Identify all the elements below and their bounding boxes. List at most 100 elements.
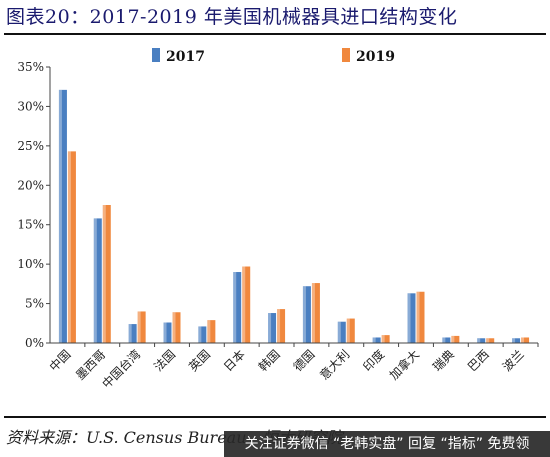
- bar-2017: [163, 322, 172, 343]
- bar-highlight: [242, 266, 246, 343]
- bar-fill: [302, 286, 311, 343]
- bar-fill: [451, 335, 460, 343]
- y-tick-label: 0%: [25, 336, 44, 350]
- bar-highlight: [233, 272, 237, 343]
- legend-label-2019: 2019: [356, 49, 395, 65]
- source-rule: [4, 416, 546, 418]
- bar-fill: [486, 338, 495, 343]
- bar-highlight: [407, 293, 411, 343]
- bar-2017: [512, 338, 521, 343]
- bar-fill: [207, 320, 216, 343]
- legend-swatch-2019: [342, 48, 350, 62]
- promo-banner[interactable]: 关注证券微信 “老韩实盘” 回复 “指标” 免费领: [224, 431, 550, 457]
- y-tick-label: 5%: [25, 297, 44, 311]
- bar-2019: [346, 318, 355, 343]
- bar-fill: [163, 322, 172, 343]
- bar-highlight: [416, 291, 420, 343]
- bar-highlight: [372, 337, 376, 343]
- bar-chart: 2017 2019 0% 5% 10% 15% 20% 25% 30% 35% 中国 墨西哥中国台…: [17, 48, 539, 392]
- bar-fill: [521, 337, 530, 343]
- y-tick-label: 15%: [17, 218, 44, 232]
- bar-highlight: [477, 338, 481, 343]
- bar-fill: [137, 311, 146, 343]
- y-tick-label: 30%: [17, 99, 44, 113]
- y-tick-label: 10%: [17, 257, 44, 271]
- bar-highlight: [486, 338, 490, 343]
- bar-fill: [233, 272, 242, 343]
- bar-highlight: [442, 337, 446, 343]
- bar-highlight: [67, 151, 71, 343]
- bar-fill: [277, 309, 286, 343]
- bar-highlight: [207, 320, 211, 343]
- bar-fill: [198, 326, 207, 343]
- bar-2019: [172, 312, 181, 343]
- bar-fill: [512, 338, 521, 343]
- bar-2017: [128, 324, 137, 343]
- bar-highlight: [337, 321, 341, 343]
- y-tick-label: 25%: [17, 139, 44, 153]
- bar-2019: [242, 266, 251, 343]
- bar-fill: [407, 293, 416, 343]
- bar-fill: [372, 337, 381, 343]
- bar-fill: [381, 335, 390, 343]
- x-tick-label: 日本: [221, 347, 248, 374]
- bar-fill: [58, 89, 67, 344]
- bar-highlight: [128, 324, 132, 343]
- bar-2019: [451, 335, 460, 343]
- x-tick-label: 瑞典: [430, 347, 457, 374]
- bar-highlight: [311, 283, 315, 343]
- bar-2019: [521, 337, 530, 343]
- bar-2017: [337, 321, 346, 343]
- x-tick-label: 中国: [46, 347, 74, 375]
- bar-2017: [442, 337, 451, 343]
- bar-2017: [58, 89, 67, 344]
- bar-highlight: [521, 337, 525, 343]
- bar-2017: [372, 337, 381, 343]
- bar-highlight: [137, 311, 141, 343]
- title-rule: [4, 33, 546, 35]
- bar-2019: [207, 320, 216, 343]
- bar-highlight: [302, 286, 306, 343]
- legend-swatch-2017: [152, 48, 160, 62]
- bar-highlight: [346, 318, 350, 343]
- bars: [58, 89, 530, 344]
- x-tick-label: 波兰: [500, 347, 527, 374]
- x-tick-label: 加拿大: [386, 347, 422, 383]
- bar-fill: [172, 312, 181, 343]
- x-tick-label: 法国: [151, 347, 178, 374]
- bar-2017: [93, 218, 102, 343]
- bar-2019: [102, 205, 111, 343]
- bar-fill: [128, 324, 137, 343]
- bar-2019: [486, 338, 495, 343]
- bar-highlight: [451, 335, 455, 343]
- x-tick-label: 韩国: [255, 347, 283, 375]
- bar-2017: [198, 326, 207, 343]
- bar-2019: [277, 309, 286, 343]
- bar-highlight: [277, 309, 281, 343]
- legend-label-2017: 2017: [166, 49, 205, 65]
- bar-2017: [407, 293, 416, 343]
- bar-highlight: [268, 313, 272, 343]
- bar-fill: [242, 266, 251, 343]
- bar-fill: [477, 338, 486, 343]
- bar-highlight: [381, 335, 385, 343]
- y-tick-label: 20%: [17, 178, 44, 192]
- x-tick-label: 印度: [360, 347, 388, 375]
- bar-fill: [346, 318, 355, 343]
- bar-2017: [268, 313, 277, 343]
- x-tick-label: 中国台湾: [99, 347, 144, 392]
- bar-2019: [137, 311, 146, 343]
- x-tick-label: 德国: [290, 347, 318, 375]
- bar-highlight: [93, 218, 97, 343]
- bar-fill: [311, 283, 320, 343]
- bar-2017: [477, 338, 486, 343]
- bar-fill: [442, 337, 451, 343]
- bar-highlight: [163, 322, 167, 343]
- bar-2017: [233, 272, 242, 343]
- bar-fill: [337, 321, 346, 343]
- bar-fill: [93, 218, 102, 343]
- bar-2019: [416, 291, 425, 343]
- bar-highlight: [102, 205, 106, 343]
- legend: 2017 2019: [152, 48, 395, 65]
